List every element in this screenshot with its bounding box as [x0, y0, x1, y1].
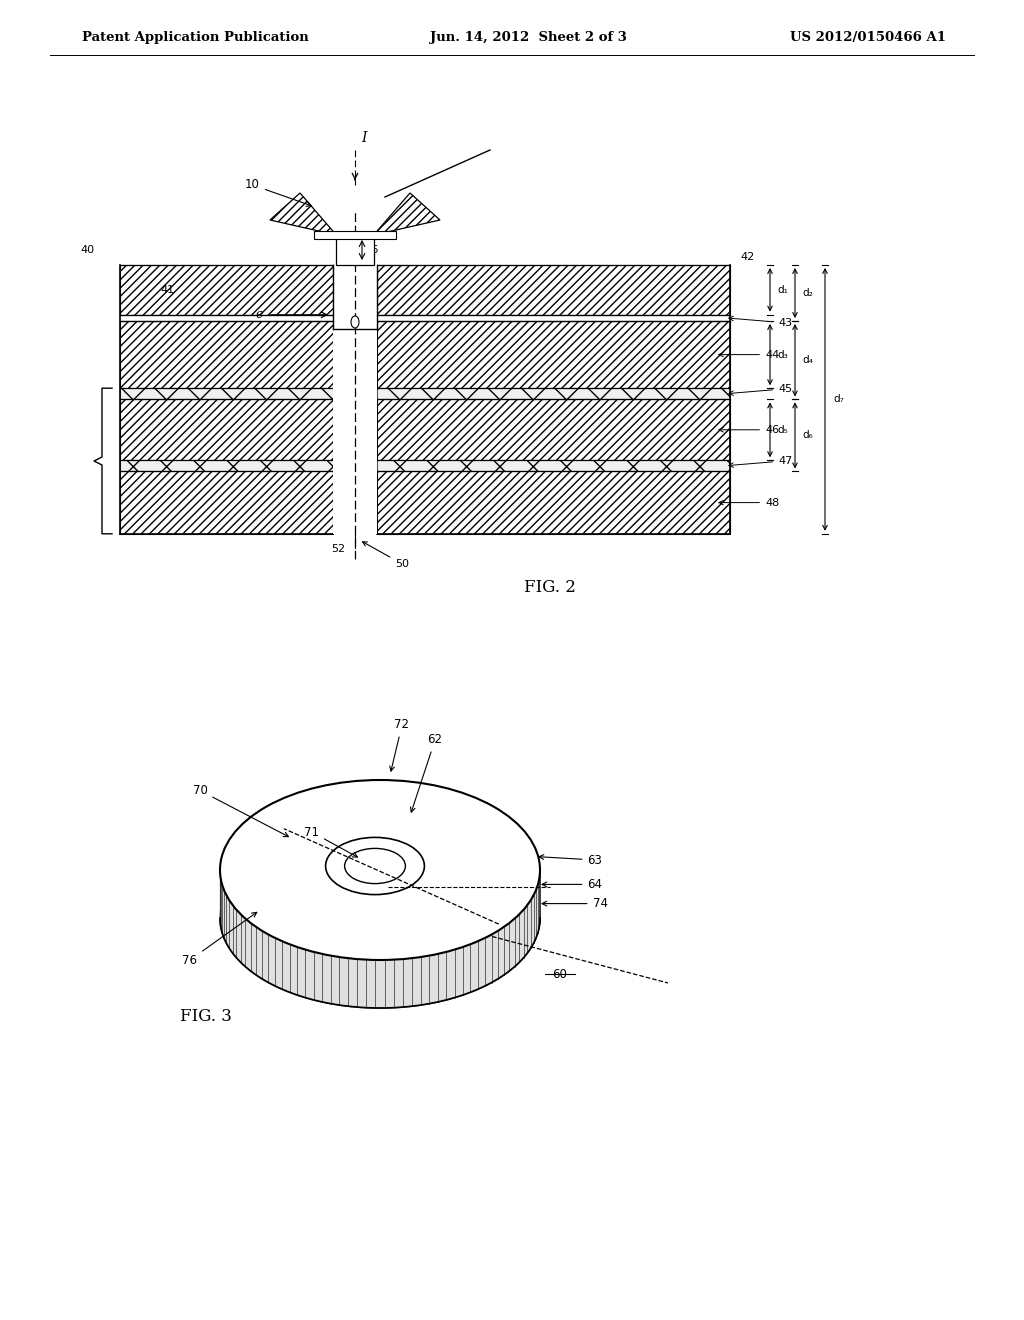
Bar — [314, 231, 395, 239]
Ellipse shape — [326, 837, 424, 895]
Text: 40: 40 — [81, 246, 95, 255]
Text: US 2012/0150466 A1: US 2012/0150466 A1 — [790, 32, 946, 45]
Text: 76: 76 — [182, 912, 257, 966]
Text: FIG. 2: FIG. 2 — [524, 578, 575, 595]
Text: 46: 46 — [719, 425, 779, 434]
Bar — [377, 314, 730, 321]
Text: 48: 48 — [719, 498, 779, 508]
Bar — [377, 388, 730, 400]
Text: Jun. 14, 2012  Sheet 2 of 3: Jun. 14, 2012 Sheet 2 of 3 — [430, 32, 627, 45]
Text: 56: 56 — [365, 246, 378, 255]
Ellipse shape — [220, 780, 540, 960]
Text: d₅: d₅ — [777, 425, 787, 434]
Text: 43: 43 — [729, 317, 793, 327]
Text: 50: 50 — [362, 541, 409, 569]
Text: 72: 72 — [390, 718, 410, 771]
Ellipse shape — [220, 828, 540, 1008]
Text: 47: 47 — [729, 455, 793, 467]
Text: d₇: d₇ — [833, 395, 844, 404]
Bar — [120, 471, 333, 533]
Bar — [333, 265, 377, 533]
Text: 54: 54 — [334, 309, 347, 319]
Text: 60: 60 — [553, 968, 567, 981]
Text: 52: 52 — [331, 544, 345, 554]
Text: 10: 10 — [245, 178, 311, 206]
Polygon shape — [270, 193, 336, 235]
Ellipse shape — [351, 315, 359, 327]
Ellipse shape — [345, 849, 406, 883]
Polygon shape — [374, 193, 440, 235]
Text: 41: 41 — [160, 285, 174, 294]
Polygon shape — [270, 193, 336, 235]
Polygon shape — [220, 870, 540, 1008]
Text: 45: 45 — [729, 384, 793, 395]
Bar — [120, 265, 333, 314]
Text: d₄: d₄ — [802, 355, 813, 366]
Bar — [120, 400, 333, 461]
Text: d₁: d₁ — [777, 285, 787, 294]
Bar — [333, 265, 377, 329]
Bar — [377, 471, 730, 533]
Text: e: e — [256, 309, 263, 321]
Bar — [377, 321, 730, 388]
Text: Patent Application Publication: Patent Application Publication — [82, 32, 309, 45]
Bar — [377, 461, 730, 471]
Bar — [336, 235, 374, 265]
Text: 71: 71 — [304, 825, 357, 857]
Bar — [120, 461, 333, 471]
Bar — [377, 400, 730, 461]
Text: 70: 70 — [193, 784, 289, 837]
Text: 74: 74 — [542, 898, 607, 909]
Text: 62: 62 — [411, 734, 442, 812]
Polygon shape — [374, 193, 440, 235]
Text: 44: 44 — [719, 350, 779, 359]
Text: 42: 42 — [740, 252, 755, 261]
Text: d₂: d₂ — [802, 288, 813, 298]
Bar — [120, 314, 333, 321]
Text: I: I — [361, 131, 367, 145]
Bar — [120, 388, 333, 400]
Text: d₆: d₆ — [802, 430, 813, 441]
Text: d₃: d₃ — [777, 350, 787, 359]
Text: 64: 64 — [542, 878, 602, 891]
Text: FIG. 3: FIG. 3 — [180, 1008, 231, 1026]
Bar — [377, 265, 730, 314]
Bar — [120, 321, 333, 388]
Text: 63: 63 — [539, 854, 602, 866]
